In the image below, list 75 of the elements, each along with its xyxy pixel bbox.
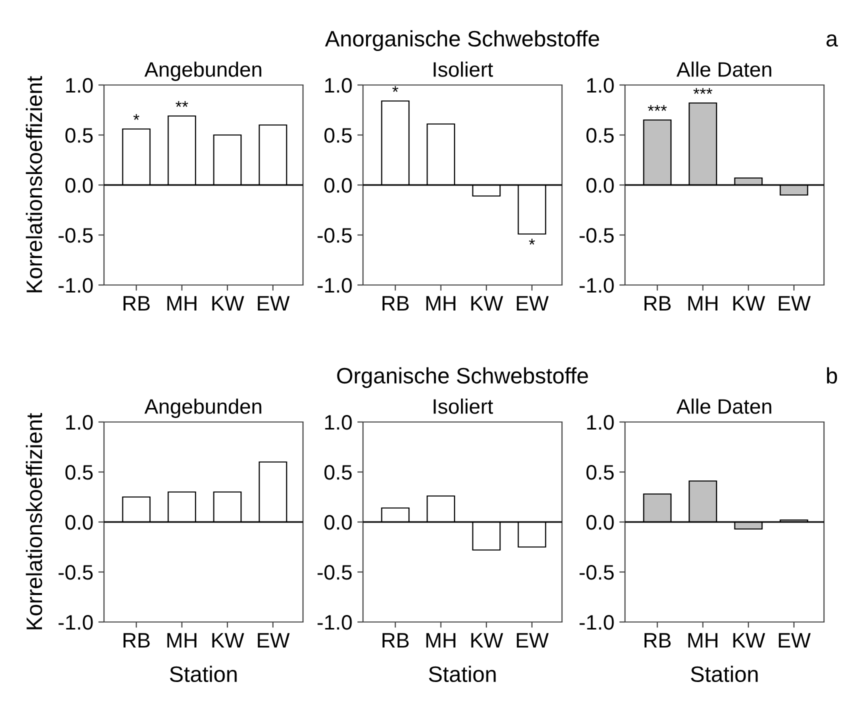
x-tick-label: MH xyxy=(688,633,718,648)
x-tick-label: KW xyxy=(212,633,244,648)
y-tick-label: 0.0 xyxy=(324,515,352,530)
y-tick-label: -1.0 xyxy=(58,615,93,630)
y-tick-label: -1.0 xyxy=(318,615,352,630)
annotation: * xyxy=(133,114,140,120)
x-tick-label: EW xyxy=(778,633,811,648)
x-tick-label: MH xyxy=(167,296,196,311)
y-tick-label: 0.5 xyxy=(324,465,352,480)
chart-title: Anorganische Schwebstoffe xyxy=(325,30,600,51)
y-tick-label: -0.5 xyxy=(318,228,352,243)
y-tick-label: 0.5 xyxy=(65,128,93,143)
x-tick-label: EW xyxy=(778,296,811,311)
y-tick-label: -1.0 xyxy=(580,615,614,630)
x-tick-label: MH xyxy=(167,633,196,648)
y-tick-label: 0.0 xyxy=(586,178,614,193)
chart-subtitle: Alle Daten xyxy=(676,398,772,414)
chart-subtitle: Isoliert xyxy=(434,62,494,77)
chart-subtitle: Isoliert xyxy=(434,398,494,414)
y-tick-label: 0.5 xyxy=(324,128,352,143)
y-tick-label: -0.5 xyxy=(580,228,614,243)
x-tick-label: MH xyxy=(426,633,456,648)
y-tick-label: -0.5 xyxy=(58,228,93,243)
x-axis-title: Station xyxy=(690,666,758,682)
y-tick-label: 1.0 xyxy=(66,415,93,430)
y-tick-label: 0.0 xyxy=(324,178,352,193)
y-tick-label: 0.5 xyxy=(586,128,614,143)
x-tick-label: KW xyxy=(212,296,244,311)
x-tick-label: EW xyxy=(516,633,549,648)
chart-subtitle: Angebunden xyxy=(144,62,262,81)
annotation: * xyxy=(392,86,398,92)
x-tick-label: RB xyxy=(124,296,150,311)
annotation: *** xyxy=(648,105,667,111)
x-tick-label: MH xyxy=(688,296,718,311)
x-tick-label: RB xyxy=(644,296,671,311)
y-tick-label: 0.5 xyxy=(65,465,93,480)
y-tick-label: -1.0 xyxy=(580,278,614,293)
annotation: ** xyxy=(176,101,188,107)
y-tick-label: -0.5 xyxy=(318,565,352,580)
x-tick-label: EW xyxy=(258,633,290,648)
x-tick-label: KW xyxy=(733,296,766,311)
x-tick-label: EW xyxy=(258,296,290,311)
y-tick-label: -0.5 xyxy=(580,565,614,580)
y-axis-title: Korrelationskoeffizient xyxy=(26,413,42,630)
annotation: *** xyxy=(693,88,712,94)
chart-subtitle: Alle Daten xyxy=(676,62,772,77)
y-tick-label: -0.5 xyxy=(58,565,93,580)
y-axis-title: Korrelationskoeffizient xyxy=(26,76,42,292)
x-tick-label: KW xyxy=(471,296,504,311)
x-tick-label: KW xyxy=(471,633,504,648)
y-tick-label: 0.0 xyxy=(65,178,93,193)
y-tick-label: 0.0 xyxy=(586,515,614,530)
x-tick-label: RB xyxy=(382,633,409,648)
x-tick-label: KW xyxy=(733,633,766,648)
x-tick-label: RB xyxy=(124,633,150,648)
y-tick-label: 1.0 xyxy=(587,415,614,430)
y-tick-label: 1.0 xyxy=(325,415,352,430)
x-tick-label: MH xyxy=(426,296,456,311)
y-tick-label: 0.0 xyxy=(65,515,93,530)
y-tick-label: 1.0 xyxy=(587,78,614,93)
x-axis-title: Station xyxy=(170,666,237,682)
text: a xyxy=(826,34,838,47)
y-tick-label: 1.0 xyxy=(325,78,352,93)
x-axis-title: Station xyxy=(428,666,496,682)
x-tick-label: RB xyxy=(644,633,671,648)
annotation: * xyxy=(528,238,535,245)
text: b xyxy=(827,367,837,384)
y-tick-label: -1.0 xyxy=(318,278,352,293)
y-tick-label: 1.0 xyxy=(66,78,93,93)
x-tick-label: EW xyxy=(516,296,549,311)
y-tick-label: 0.5 xyxy=(586,465,614,480)
y-tick-label: -1.0 xyxy=(58,278,93,293)
chart-subtitle: Angebunden xyxy=(144,398,262,418)
x-tick-label: RB xyxy=(382,296,409,311)
chart-title: Organische Schwebstoffe xyxy=(337,367,588,388)
